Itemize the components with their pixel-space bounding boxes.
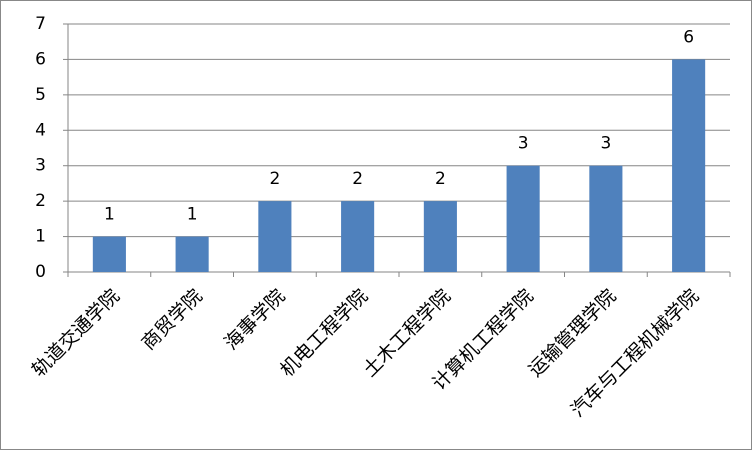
bar <box>258 201 292 272</box>
data-label: 6 <box>683 27 694 47</box>
bar <box>423 201 457 272</box>
data-label: 1 <box>187 205 198 225</box>
y-tick-label: 3 <box>35 156 46 176</box>
data-label: 2 <box>352 169 363 189</box>
data-label: 3 <box>518 134 529 154</box>
bar <box>175 236 209 272</box>
data-label: 2 <box>435 169 446 189</box>
y-tick-label: 5 <box>35 85 46 105</box>
y-tick-label: 1 <box>35 227 46 247</box>
bar <box>341 201 375 272</box>
y-tick-label: 4 <box>35 120 46 140</box>
y-tick-label: 6 <box>35 49 46 69</box>
bar <box>506 165 540 272</box>
y-tick-label: 0 <box>35 262 46 282</box>
bar <box>589 165 623 272</box>
bar <box>672 59 706 272</box>
data-label: 3 <box>600 134 611 154</box>
data-label: 2 <box>269 169 280 189</box>
data-label: 1 <box>104 205 115 225</box>
bar <box>92 236 126 272</box>
y-tick-label: 7 <box>35 14 46 34</box>
y-tick-label: 2 <box>35 191 46 211</box>
